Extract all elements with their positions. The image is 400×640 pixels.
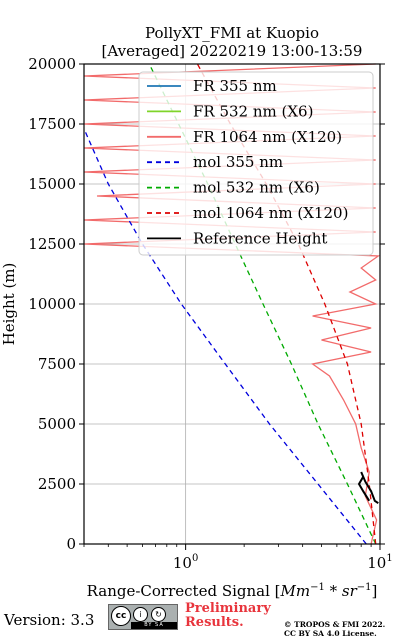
x-label-unit: Mm [280,582,311,600]
version-label: Version: 3.3 [4,611,95,629]
legend-label: FR 355 nm [193,77,277,95]
cc-icon: cc [111,606,131,626]
y-tick-label: 2500 [38,475,76,493]
y-tick-label: 10000 [28,295,76,313]
x-label-close: ] [372,582,378,600]
chart-subtitle: [Averaged] 20220219 13:00-13:59 [102,42,363,60]
y-tick-label: 17500 [28,115,76,133]
copyright-line-1: © TROPOS & FMI 2022. [284,620,386,629]
y-axis-label: Height (m) [0,263,18,346]
x-label-exp1: −1 [310,582,325,593]
y-tick-label: 0 [66,535,76,553]
y-tick-label: 12500 [28,235,76,253]
legend-label: FR 1064 nm (X120) [193,128,342,146]
series-line-3 [83,128,367,545]
y-tick-label: 20000 [28,55,76,73]
y-tick-label: 7500 [38,355,76,373]
series-line-6 [357,471,379,505]
x-tick-label: 101 [367,553,392,572]
x-label-op: * sr [325,582,358,600]
x-tick-label: 100 [173,553,198,572]
x-axis-label: Range-Corrected Signal [Mm−1 * sr−1] [87,582,378,600]
sa-icon: ↻ [151,607,166,622]
legend-label: mol 532 nm (X6) [193,179,320,197]
copyright-line-2: CC BY SA 4.0 License. [284,629,377,638]
chart-title: PollyXT_FMI at Kuopio [145,24,319,42]
x-label-main: Range-Corrected Signal [ [87,582,281,600]
y-tick-label: 5000 [38,415,76,433]
legend-label: mol 1064 nm (X120) [193,204,348,222]
cc-license-badge[interactable]: cc i ↻ BY SA [108,604,178,630]
preliminary-line-1: Preliminary [185,601,271,616]
preliminary-notice: Preliminary Results. [185,602,271,630]
copyright-notice: © TROPOS & FMI 2022. CC BY SA 4.0 Licens… [284,620,385,638]
by-icon: i [133,607,148,622]
legend-label: Reference Height [193,229,327,247]
legend: FR 355 nm FR 532 nm (X6) FR 1064 nm (X120)… [138,71,374,256]
x-label-exp2: −1 [357,582,372,593]
legend-label: FR 532 nm (X6) [193,102,313,120]
axes: 0 2500 5000 7500 10000 12500 15000 17500 20000 10… [28,55,392,572]
legend-box [138,71,374,256]
legend-label: mol 355 nm [193,153,283,171]
y-tick-label: 15000 [28,175,76,193]
cc-by-sa-strip: BY SA [131,622,177,629]
preliminary-line-2: Results. [185,615,244,630]
